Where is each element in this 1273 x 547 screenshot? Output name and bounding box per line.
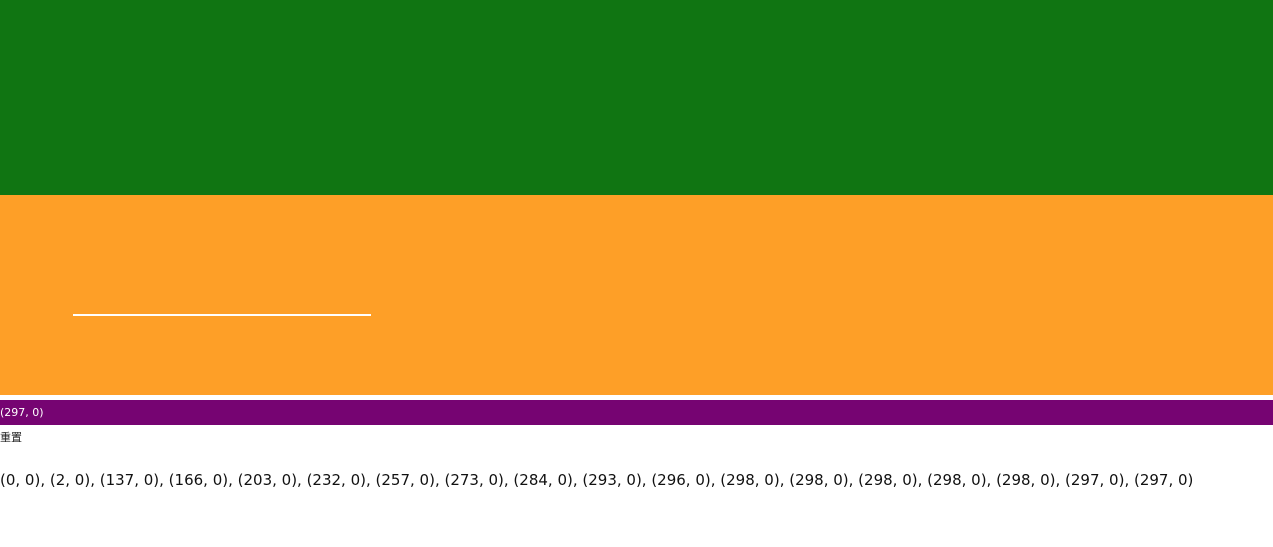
drag-area[interactable] [0, 195, 1273, 395]
position-history: (0, 0), (2, 0), (137, 0), (166, 0), (203… [0, 471, 1194, 489]
reset-button[interactable]: 重置 [0, 431, 22, 444]
top-panel [0, 0, 1273, 195]
position-readout: (297, 0) [0, 400, 1273, 425]
position-readout-text: (297, 0) [0, 406, 44, 419]
drag-track-line [73, 314, 371, 316]
